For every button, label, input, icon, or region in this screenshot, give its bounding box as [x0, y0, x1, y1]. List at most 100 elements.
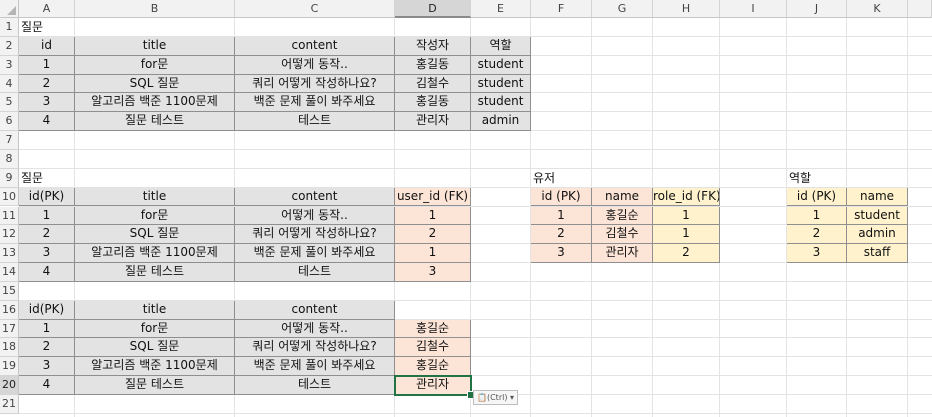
row-header-10[interactable]: 10 [0, 187, 19, 207]
column-header-j[interactable]: J [787, 0, 847, 18]
table1-cell[interactable]: 김철수 [395, 74, 471, 94]
table2-header-cell[interactable]: content [235, 187, 395, 207]
table3-cell[interactable]: 알고리즘 백준 1100문제 [75, 357, 235, 377]
table3-cell[interactable]: 쿼리 어떻게 작성하나요? [235, 338, 395, 358]
table2-header-cell[interactable]: title [75, 187, 235, 207]
table2-cell[interactable]: for문 [75, 206, 235, 226]
column-header-c[interactable]: C [235, 0, 395, 18]
table3-cell[interactable]: SQL 질문 [75, 338, 235, 358]
row-header-2[interactable]: 2 [0, 36, 19, 56]
row-header-17[interactable]: 17 [0, 319, 19, 339]
table3-cell[interactable]: 홍길순 [395, 357, 471, 377]
table1-cell[interactable]: 쿼리 어떻게 작성하나요? [235, 74, 395, 94]
roles-cell[interactable]: 2 [787, 225, 847, 245]
users-cell[interactable]: 3 [531, 244, 592, 264]
row-header-19[interactable]: 19 [0, 357, 19, 377]
row-header-6[interactable]: 6 [0, 112, 19, 132]
table1-cell[interactable]: 테스트 [235, 112, 395, 132]
column-header-i[interactable]: I [720, 0, 787, 18]
table1-header-cell[interactable]: 역할 [471, 36, 531, 56]
users-cell[interactable]: 김철수 [592, 225, 653, 245]
table3-cell[interactable]: 홍길순 [395, 319, 471, 339]
table1-cell[interactable]: 관리자 [395, 112, 471, 132]
table1-cell[interactable]: student [471, 55, 531, 75]
row-header-1[interactable]: 1 [0, 18, 19, 37]
table2-cell[interactable]: 1 [395, 206, 471, 226]
table3-cell[interactable]: 1 [19, 319, 75, 339]
users-cell[interactable]: 2 [653, 244, 720, 264]
column-header-d[interactable]: D [395, 0, 471, 18]
table2-cell[interactable]: 2 [19, 225, 75, 245]
table2-header-cell[interactable]: user_id (FK) [395, 187, 471, 207]
users-header-cell[interactable]: role_id (FK) [653, 187, 720, 207]
table2-cell[interactable]: 4 [19, 263, 75, 282]
row-header-13[interactable]: 13 [0, 244, 19, 264]
roles-cell[interactable]: 1 [787, 206, 847, 226]
table1-cell[interactable]: student [471, 93, 531, 113]
users-cell[interactable]: 관리자 [592, 244, 653, 264]
table2-header-cell[interactable]: id(PK) [19, 187, 75, 207]
table1-cell[interactable]: 홍길동 [395, 55, 471, 75]
table2-cell[interactable]: 1 [395, 244, 471, 264]
roles-cell[interactable]: student [847, 206, 908, 226]
users-cell[interactable]: 1 [531, 206, 592, 226]
table1-cell[interactable]: 어떻게 동작.. [235, 55, 395, 75]
table2-cell[interactable]: SQL 질문 [75, 225, 235, 245]
row-header-15[interactable]: 15 [0, 281, 19, 301]
table1-header-cell[interactable]: content [235, 36, 395, 56]
roles-cell[interactable]: admin [847, 225, 908, 245]
users-cell[interactable]: 2 [531, 225, 592, 245]
table1-header-cell[interactable]: title [75, 36, 235, 56]
table1-cell[interactable]: admin [471, 112, 531, 132]
row-header-7[interactable]: 7 [0, 131, 19, 150]
table1-cell[interactable]: 알고리즘 백준 1100문제 [75, 93, 235, 113]
table1-cell[interactable]: 2 [19, 74, 75, 94]
select-all-corner[interactable] [0, 0, 19, 18]
table3-cell[interactable]: 관리자 [395, 376, 471, 395]
table1-cell[interactable]: for문 [75, 55, 235, 75]
table3-cell[interactable]: 질문 테스트 [75, 376, 235, 395]
column-header-f[interactable]: F [531, 0, 592, 18]
table2-cell[interactable]: 질문 테스트 [75, 263, 235, 282]
table2-cell[interactable]: 1 [19, 206, 75, 226]
table2-cell[interactable]: 테스트 [235, 263, 395, 282]
column-header-e[interactable]: E [471, 0, 531, 18]
paste-options-button[interactable]: 📋(Ctrl) ▾ [473, 390, 519, 405]
table3-cell[interactable]: 김철수 [395, 338, 471, 358]
table2-cell[interactable]: 3 [395, 263, 471, 282]
table1-header-cell[interactable]: id [19, 36, 75, 56]
table2-cell[interactable]: 어떻게 동작.. [235, 206, 395, 226]
column-header-g[interactable]: G [592, 0, 653, 18]
column-header-a[interactable]: A [19, 0, 75, 18]
table2-cell[interactable]: 알고리즘 백준 1100문제 [75, 244, 235, 264]
users-cell[interactable]: 홍길순 [592, 206, 653, 226]
roles-cell[interactable]: staff [847, 244, 908, 264]
row-header-8[interactable]: 8 [0, 149, 19, 169]
table1-cell[interactable]: 백준 문제 풀이 봐주세요 [235, 93, 395, 113]
roles-header-cell[interactable]: name [847, 187, 908, 207]
row-header-18[interactable]: 18 [0, 338, 19, 358]
row-header-16[interactable]: 16 [0, 300, 19, 320]
table1-cell[interactable]: 3 [19, 93, 75, 113]
table3-cell[interactable]: 테스트 [235, 376, 395, 395]
table1-cell[interactable]: 1 [19, 55, 75, 75]
table3-cell[interactable]: 2 [19, 338, 75, 358]
table2-cell[interactable]: 쿼리 어떻게 작성하나요? [235, 225, 395, 245]
row-header-11[interactable]: 11 [0, 206, 19, 226]
table1-header-cell[interactable]: 작성자 [395, 36, 471, 56]
table1-cell[interactable]: 홍길동 [395, 93, 471, 113]
users-header-cell[interactable]: name [592, 187, 653, 207]
row-header-14[interactable]: 14 [0, 263, 19, 282]
table2-cell[interactable]: 2 [395, 225, 471, 245]
table2-cell[interactable]: 백준 문제 풀이 봐주세요 [235, 244, 395, 264]
table3-header-cell[interactable]: content [235, 300, 395, 320]
table1-cell[interactable]: student [471, 74, 531, 94]
table1-cell[interactable]: SQL 질문 [75, 74, 235, 94]
column-header-h[interactable]: H [653, 0, 720, 18]
table3-cell[interactable]: 3 [19, 357, 75, 377]
roles-cell[interactable]: 3 [787, 244, 847, 264]
table3-cell[interactable]: 4 [19, 376, 75, 395]
row-header-5[interactable]: 5 [0, 93, 19, 113]
users-header-cell[interactable]: id (PK) [531, 187, 592, 207]
